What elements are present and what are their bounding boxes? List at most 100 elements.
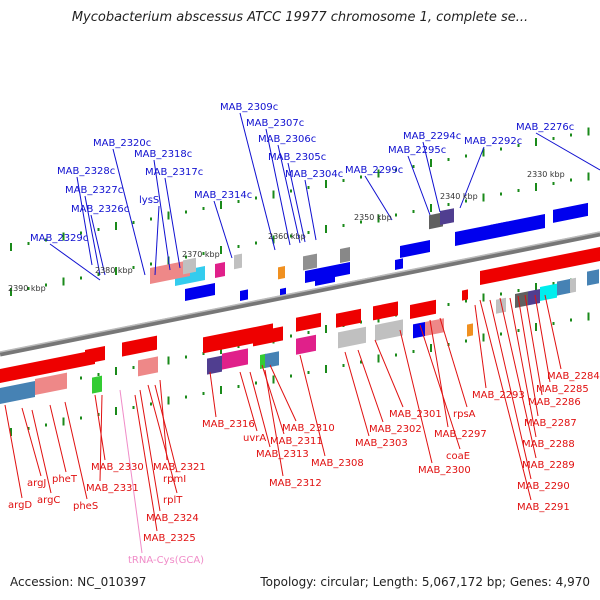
- gene-feature[interactable]: [338, 326, 366, 349]
- gene-feature[interactable]: [413, 322, 425, 339]
- gene-feature[interactable]: [296, 334, 316, 355]
- gene-feature[interactable]: [303, 253, 317, 271]
- forward-gene-label[interactable]: MAB_2317c: [145, 167, 203, 178]
- reverse-gene-label[interactable]: MAB_2300: [418, 465, 471, 476]
- gene-feature[interactable]: [540, 283, 557, 301]
- forward-gene-label[interactable]: MAB_2299c: [345, 165, 403, 176]
- gene-feature[interactable]: [183, 257, 196, 275]
- reverse-gene-label[interactable]: MAB_2288: [522, 439, 575, 450]
- forward-gene-label[interactable]: MAB_2295c: [388, 145, 446, 156]
- reverse-gene-label[interactable]: MAB_2313: [256, 449, 309, 460]
- reverse-gene-label[interactable]: MAB_2301: [389, 409, 442, 420]
- gene-feature[interactable]: [265, 351, 279, 369]
- reverse-gene-label[interactable]: MAB_2312: [269, 478, 322, 489]
- reverse-gene-label[interactable]: MAB_2284: [547, 371, 600, 382]
- gene-feature[interactable]: [215, 262, 225, 278]
- forward-gene-label[interactable]: MAB_2314c: [194, 190, 252, 201]
- gene-feature[interactable]: [203, 323, 273, 354]
- gene-feature[interactable]: [496, 297, 506, 314]
- gene-feature[interactable]: [462, 289, 468, 301]
- forward-gene-label[interactable]: MAB_2292c: [464, 136, 522, 147]
- gene-feature[interactable]: [92, 375, 102, 394]
- reverse-gene-label[interactable]: MAB_2331: [86, 483, 139, 494]
- gene-feature[interactable]: [336, 308, 361, 328]
- gene-feature[interactable]: [278, 266, 285, 280]
- gene-feature[interactable]: [400, 240, 430, 259]
- forward-gene-label[interactable]: MAB_2318c: [134, 149, 192, 160]
- gene-feature[interactable]: [373, 301, 398, 321]
- gene-feature[interactable]: [35, 372, 67, 395]
- gene-feature[interactable]: [0, 381, 35, 404]
- gene-feature[interactable]: [467, 323, 473, 337]
- gene-feature[interactable]: [425, 320, 431, 337]
- forward-gene-label[interactable]: MAB_2309c: [220, 102, 278, 113]
- reverse-gene-label[interactable]: MAB_2297: [434, 429, 487, 440]
- forward-gene-label[interactable]: MAB_2306c: [258, 134, 316, 145]
- gene-feature[interactable]: [240, 289, 248, 301]
- reverse-gene-label[interactable]: MAB_2293: [472, 390, 525, 401]
- reverse-gene-label[interactable]: pheS: [73, 501, 98, 512]
- reverse-gene-label[interactable]: MAB_2321: [153, 462, 206, 473]
- reverse-gene-label[interactable]: MAB_2302: [369, 424, 422, 435]
- trna-label[interactable]: tRNA-Cys(GCA): [128, 555, 204, 566]
- forward-gene-label[interactable]: MAB_2320c: [93, 138, 151, 149]
- forward-gene-label[interactable]: MAB_2326c: [71, 204, 129, 215]
- gene-feature[interactable]: [410, 299, 436, 319]
- reverse-gene-label[interactable]: argD: [8, 500, 32, 511]
- gene-feature[interactable]: [395, 258, 403, 270]
- reverse-gene-label[interactable]: pheT: [52, 474, 78, 485]
- reverse-gene-label[interactable]: rpmI: [163, 474, 186, 485]
- reverse-gene-label[interactable]: argC: [37, 495, 60, 506]
- forward-gene-label[interactable]: MAB_2305c: [268, 152, 326, 163]
- forward-gene-label[interactable]: MAB_2304c: [285, 169, 343, 180]
- gene-feature[interactable]: [587, 269, 599, 286]
- reverse-gene-label[interactable]: MAB_2289: [522, 460, 575, 471]
- reverse-gene-label[interactable]: MAB_2286: [528, 397, 581, 408]
- gene-feature[interactable]: [296, 312, 321, 332]
- forward-gene-label[interactable]: MAB_2276c: [516, 122, 574, 133]
- reverse-gene-label[interactable]: MAB_2308: [311, 458, 364, 469]
- gene-feature[interactable]: [253, 326, 283, 347]
- reverse-gene-label[interactable]: MAB_2316: [202, 419, 255, 430]
- reverse-gene-label[interactable]: argJ: [27, 478, 46, 489]
- gene-feature[interactable]: [185, 283, 215, 301]
- gene-feature[interactable]: [553, 202, 588, 223]
- reverse-gene-label[interactable]: rpsA: [453, 409, 476, 420]
- reverse-gene-label[interactable]: MAB_2325: [143, 533, 196, 544]
- reverse-gene-label[interactable]: MAB_2330: [91, 462, 144, 473]
- reverse-gene-label[interactable]: MAB_2310: [282, 423, 335, 434]
- gene-feature[interactable]: [260, 353, 266, 369]
- forward-gene-label[interactable]: lysS: [139, 195, 159, 206]
- gene-feature[interactable]: [85, 346, 105, 364]
- gene-feature[interactable]: [315, 272, 335, 286]
- gene-feature[interactable]: [430, 318, 444, 336]
- gene-feature[interactable]: [557, 278, 571, 296]
- reverse-gene-label[interactable]: MAB_2311: [270, 436, 323, 447]
- gene-feature[interactable]: [429, 212, 443, 230]
- forward-gene-label[interactable]: MAB_2294c: [403, 131, 461, 142]
- gene-feature[interactable]: [207, 355, 222, 375]
- reverse-gene-label[interactable]: MAB_2287: [524, 418, 577, 429]
- reverse-gene-label[interactable]: MAB_2303: [355, 438, 408, 449]
- gene-feature[interactable]: [528, 289, 540, 306]
- gene-feature[interactable]: [440, 208, 454, 225]
- forward-gene-label[interactable]: MAB_2329c: [30, 233, 88, 244]
- gene-feature[interactable]: [490, 221, 508, 237]
- reverse-gene-label[interactable]: rplT: [163, 495, 183, 506]
- reverse-gene-label[interactable]: uvrA: [243, 433, 266, 444]
- forward-gene-label[interactable]: MAB_2327c: [65, 185, 123, 196]
- forward-gene-label[interactable]: MAB_2307c: [246, 118, 304, 129]
- gene-feature[interactable]: [0, 350, 95, 383]
- gene-feature[interactable]: [122, 335, 157, 357]
- gene-feature[interactable]: [138, 356, 158, 377]
- reverse-gene-label[interactable]: coaE: [446, 451, 470, 462]
- reverse-gene-label[interactable]: MAB_2291: [517, 502, 570, 513]
- reverse-gene-label[interactable]: MAB_2324: [146, 513, 199, 524]
- forward-gene-label[interactable]: MAB_2328c: [57, 166, 115, 177]
- reverse-gene-label[interactable]: MAB_2285: [536, 384, 589, 395]
- gene-feature[interactable]: [375, 319, 403, 341]
- gene-feature[interactable]: [570, 277, 576, 293]
- gene-feature[interactable]: [480, 247, 600, 286]
- gene-feature[interactable]: [340, 247, 350, 263]
